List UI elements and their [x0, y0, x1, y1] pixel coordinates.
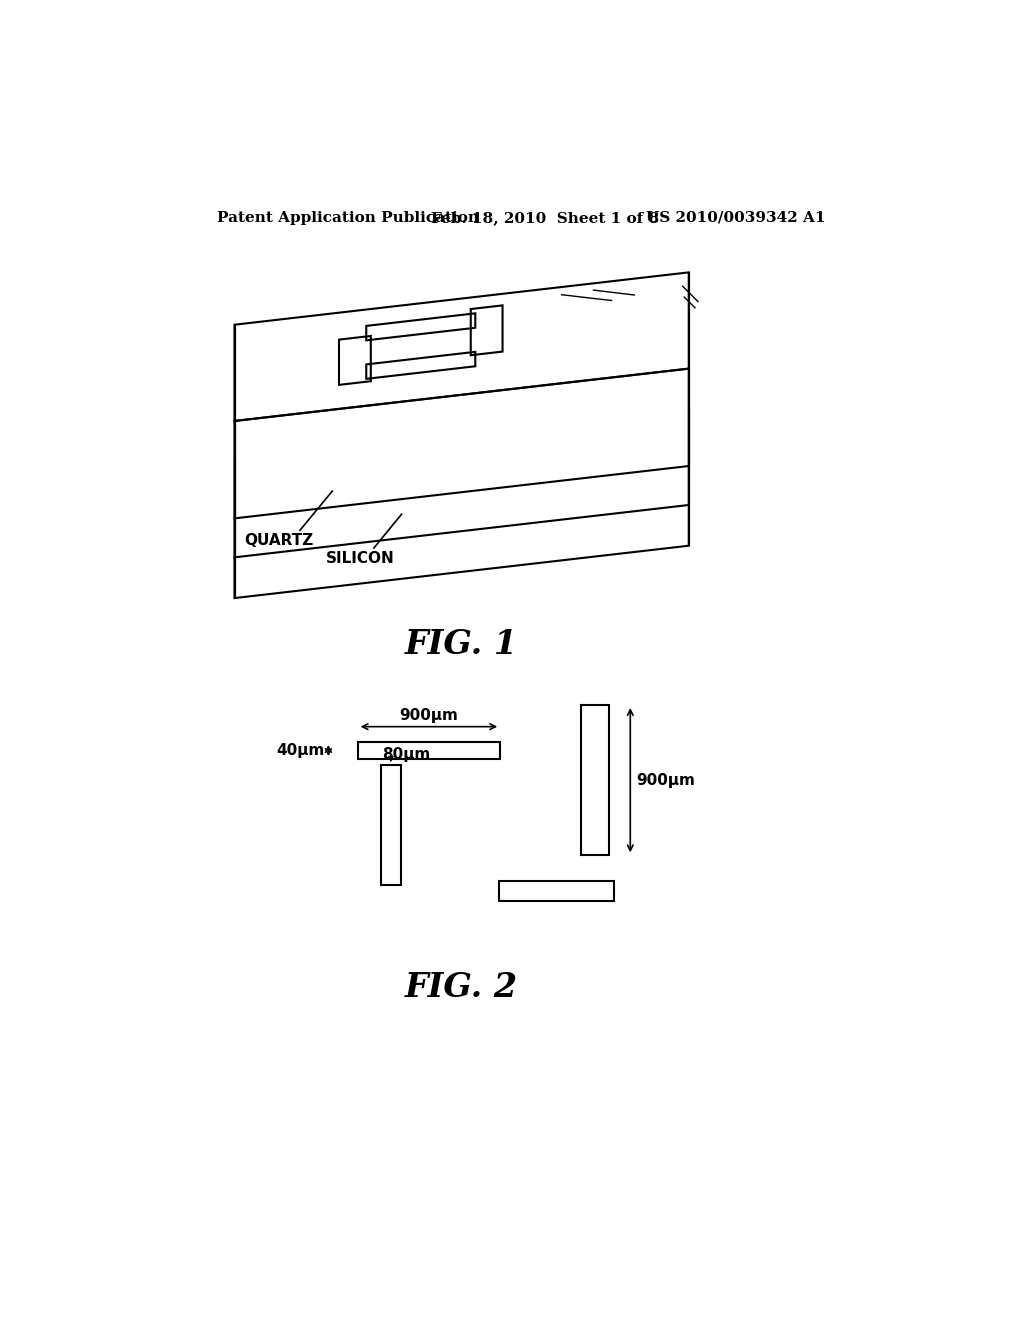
- Text: 900μm: 900μm: [637, 772, 695, 788]
- Bar: [499, 880, 614, 900]
- Text: 40μm: 40μm: [276, 743, 325, 758]
- Text: 900μm: 900μm: [399, 708, 459, 723]
- Bar: [357, 742, 500, 759]
- Bar: [381, 766, 400, 884]
- Text: US 2010/0039342 A1: US 2010/0039342 A1: [646, 211, 826, 224]
- Text: Feb. 18, 2010  Sheet 1 of 8: Feb. 18, 2010 Sheet 1 of 8: [431, 211, 659, 224]
- Text: FIG. 2: FIG. 2: [406, 970, 518, 1003]
- Text: 80μm: 80μm: [382, 747, 431, 762]
- Text: Patent Application Publication: Patent Application Publication: [217, 211, 479, 224]
- Bar: [581, 705, 608, 855]
- Text: FIG. 1: FIG. 1: [406, 628, 518, 661]
- Text: QUARTZ: QUARTZ: [244, 533, 313, 548]
- Text: SILICON: SILICON: [326, 552, 394, 566]
